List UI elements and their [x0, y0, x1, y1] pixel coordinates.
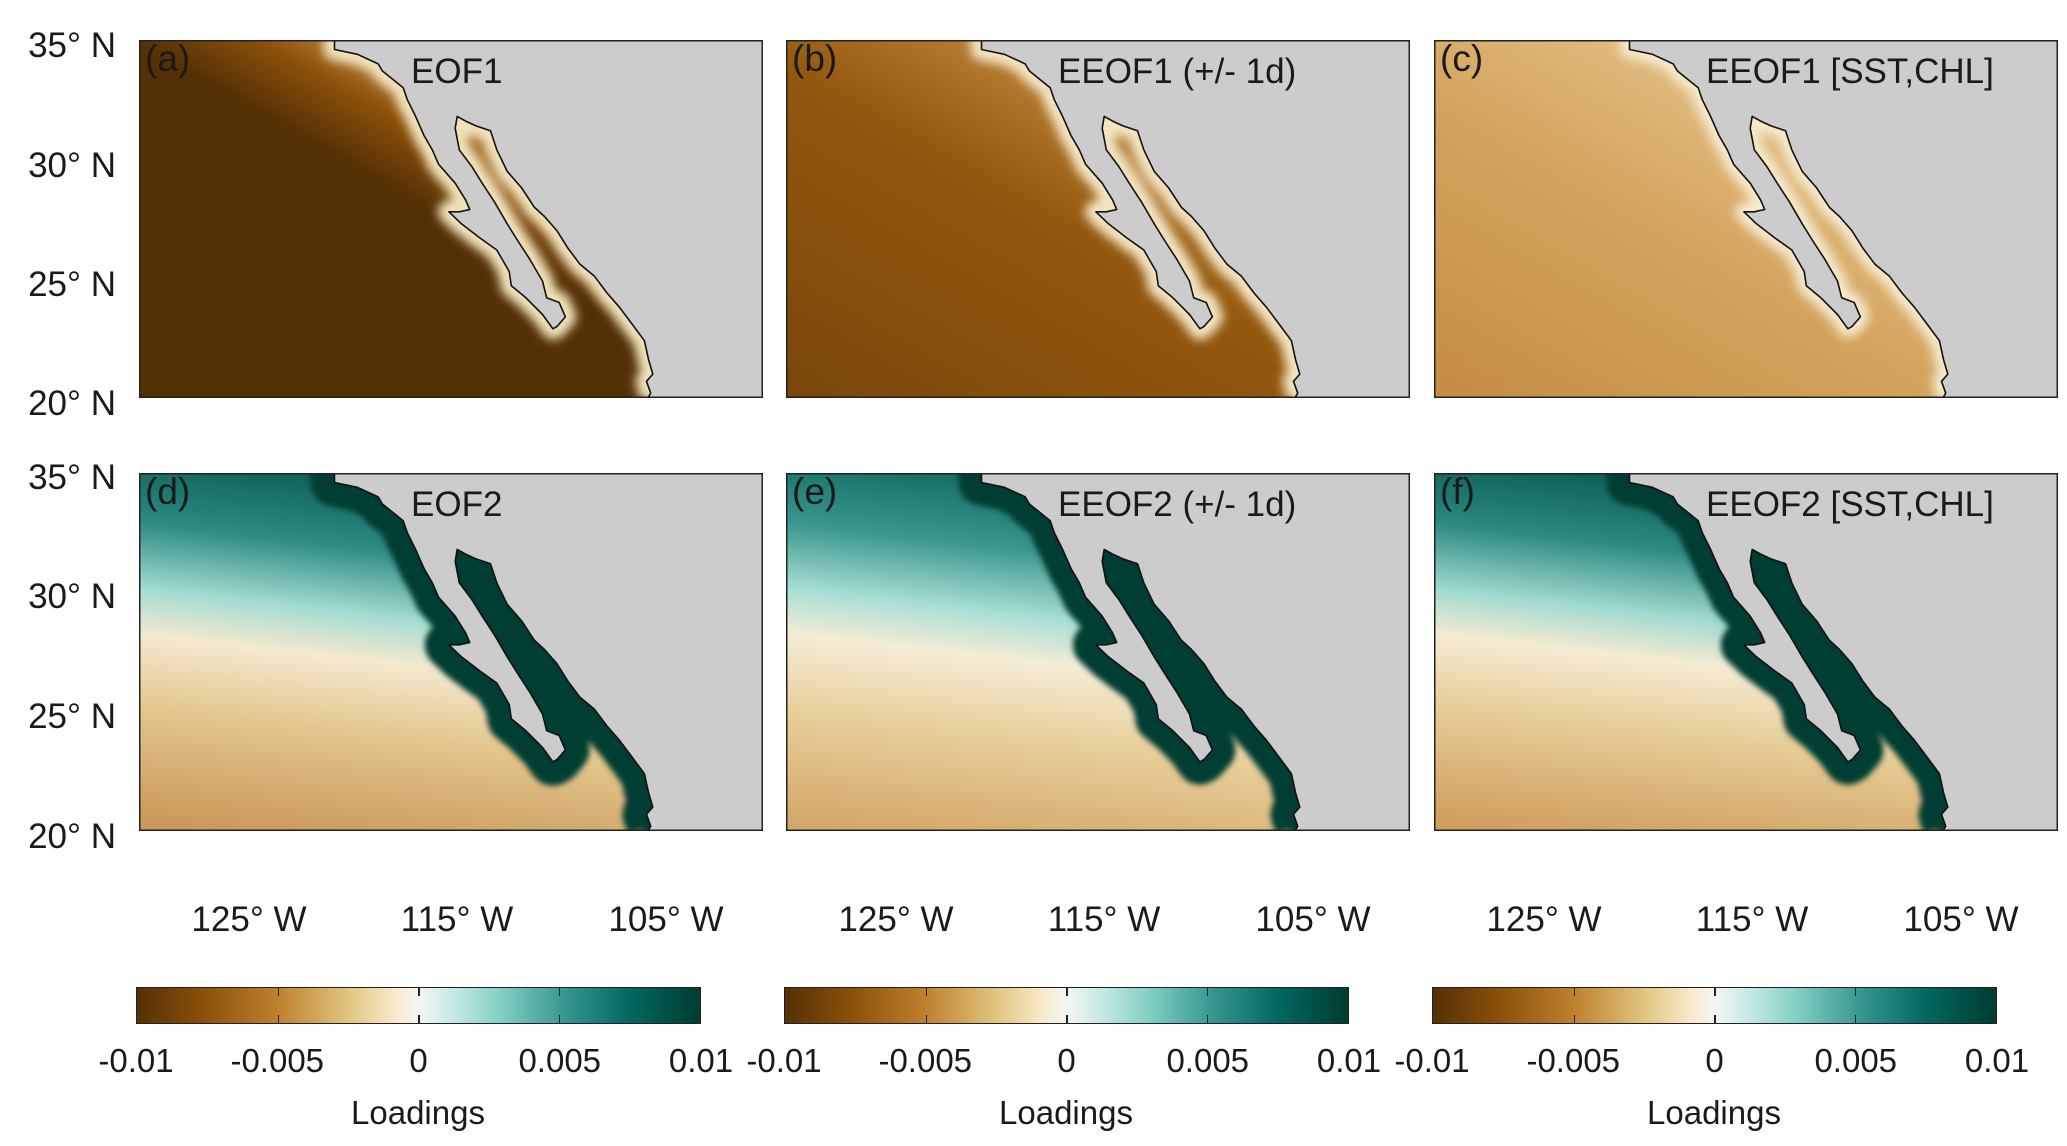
lon-tick-label: 115° W: [1047, 900, 1161, 939]
panel-label: (c): [1440, 38, 1484, 79]
colorbar-tick-label: -0.005: [878, 1042, 973, 1079]
land-mask: [1628, 40, 2058, 398]
colorbar-tick-label: 0.005: [1166, 1042, 1250, 1079]
map-svg: [786, 473, 1410, 831]
colorbar-tick-label: 0.005: [1814, 1042, 1898, 1079]
axes-frame: [1434, 473, 2058, 831]
lon-tick-label: 105° W: [608, 900, 724, 939]
lat-tick-label: 25° N: [28, 697, 116, 736]
map-svg: [1434, 473, 2058, 831]
colorbar-label: Loadings: [351, 1094, 485, 1131]
axes-frame: [139, 40, 763, 398]
colorbar: [136, 987, 701, 1024]
colorbar-tick-label: 0: [409, 1042, 428, 1079]
land-mask: [333, 40, 763, 398]
colorbar-tick: [1854, 1015, 1856, 1023]
colorbar-tick: [1573, 1015, 1575, 1023]
colorbar-tick: [1206, 1015, 1208, 1023]
colorbar-tick-label: 0.01: [1964, 1042, 2030, 1079]
colorbar-tick-label: 0.01: [1316, 1042, 1382, 1079]
map-svg: [139, 473, 763, 831]
colorbar-tick: [1714, 988, 1716, 996]
lon-tick-label: 105° W: [1903, 900, 2019, 939]
colorbar-tick: [277, 988, 279, 996]
lat-tick-label: 25° N: [28, 265, 116, 304]
lon-tick-label: 115° W: [1695, 900, 1809, 939]
map-svg: [786, 40, 1410, 398]
map-panel-d: (d) EOF2: [139, 471, 763, 831]
panel-title: EOF1: [411, 52, 503, 91]
lat-tick-label: 35° N: [28, 458, 116, 497]
panel-label: (d): [145, 471, 191, 512]
colorbar-tick: [1573, 988, 1575, 996]
panel-title: EEOF1 [SST,CHL]: [1706, 52, 1994, 91]
land-mask: [333, 473, 763, 831]
axes-frame: [139, 473, 763, 831]
panel-label: (e): [792, 471, 838, 512]
colorbar-tick-label: 0: [1057, 1042, 1076, 1079]
panel-label: (f): [1440, 471, 1475, 512]
colorbar-tick: [1854, 988, 1856, 996]
panel-title: EEOF2 (+/- 1d): [1058, 485, 1297, 524]
map-panel-a: (a) EOF1: [139, 38, 763, 398]
panel-label: (a): [145, 38, 191, 79]
lat-tick-label: 20° N: [28, 817, 116, 856]
colorbar-tick: [1066, 1015, 1068, 1023]
colorbar-tick: [558, 1015, 560, 1023]
colorbar-tick-label: 0.01: [668, 1042, 734, 1079]
colorbar-tick-label: 0.005: [518, 1042, 602, 1079]
colorbar-tick: [925, 988, 927, 996]
lon-tick-label: 125° W: [838, 900, 954, 939]
map-svg: [1434, 40, 2058, 398]
axes-frame: [786, 40, 1410, 398]
colorbar-tick-label: -0.01: [746, 1042, 822, 1079]
land-mask: [980, 40, 1410, 398]
lon-tick-label: 125° W: [191, 900, 307, 939]
colorbar-tick: [1066, 988, 1068, 996]
colorbar-tick: [558, 988, 560, 996]
map-panel-f: (f) EEOF2 [SST,CHL]: [1434, 471, 2058, 831]
colorbar: [1432, 987, 1997, 1024]
lat-tick-label: 20° N: [28, 384, 116, 423]
lon-tick-label: 125° W: [1486, 900, 1602, 939]
axes-frame: [1434, 40, 2058, 398]
colorbar-tick-label: 0: [1705, 1042, 1724, 1079]
lat-tick-label: 35° N: [28, 26, 116, 65]
map-panel-e: (e) EEOF2 (+/- 1d): [786, 471, 1410, 831]
colorbar-label: Loadings: [999, 1094, 1133, 1131]
lat-tick-label: 30° N: [28, 146, 116, 185]
colorbar-tick-label: -0.005: [1526, 1042, 1621, 1079]
colorbar: [784, 987, 1349, 1024]
colorbar-tick-label: -0.01: [1394, 1042, 1470, 1079]
map-panel-b: (b) EEOF1 (+/- 1d): [786, 38, 1410, 398]
land-mask: [1628, 473, 2058, 831]
panel-label: (b): [792, 38, 838, 79]
colorbar-tick-label: -0.01: [98, 1042, 174, 1079]
lat-tick-label: 30° N: [28, 577, 116, 616]
lon-tick-label: 115° W: [400, 900, 514, 939]
colorbar-tick-label: -0.005: [230, 1042, 325, 1079]
panel-title: EEOF2 [SST,CHL]: [1706, 485, 1994, 524]
colorbar-tick: [1714, 1015, 1716, 1023]
colorbar-tick: [418, 988, 420, 996]
colorbar-tick: [925, 1015, 927, 1023]
panel-title: EOF2: [411, 485, 503, 524]
map-panel-c: (c) EEOF1 [SST,CHL]: [1434, 38, 2058, 398]
land-mask: [980, 473, 1410, 831]
panel-title: EEOF1 (+/- 1d): [1058, 52, 1297, 91]
colorbar-tick: [418, 1015, 420, 1023]
map-svg: [139, 40, 763, 398]
colorbar-tick: [1206, 988, 1208, 996]
axes-frame: [786, 473, 1410, 831]
colorbar-label: Loadings: [1647, 1094, 1781, 1131]
lon-tick-label: 105° W: [1255, 900, 1371, 939]
colorbar-tick: [277, 1015, 279, 1023]
